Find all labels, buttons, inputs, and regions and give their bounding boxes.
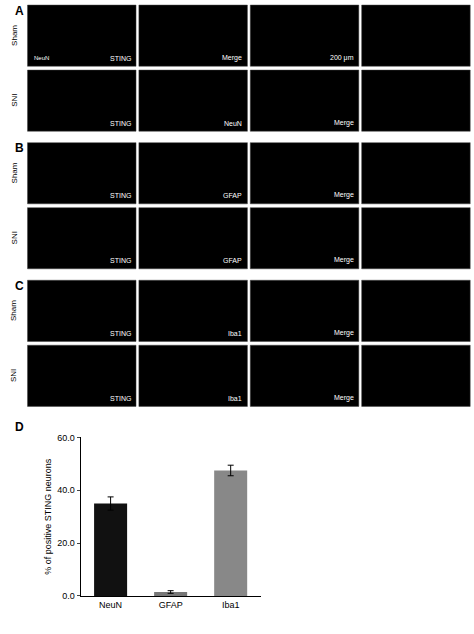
svg-text:STING: STING [110, 120, 131, 127]
svg-text:Merge: Merge [334, 256, 354, 264]
svg-text:GFAP: GFAP [223, 192, 242, 199]
svg-text:% of positive STING neurons: % of positive STING neurons [43, 458, 53, 575]
svg-text:STING: STING [110, 55, 131, 62]
svg-text:Iba1: Iba1 [222, 600, 240, 610]
svg-text:Sham: Sham [10, 162, 19, 183]
svg-text:B: B [15, 141, 24, 155]
svg-text:20.0: 20.0 [57, 538, 75, 548]
svg-text:NeuN: NeuN [34, 55, 49, 61]
svg-text:SNI: SNI [10, 231, 19, 244]
svg-text:GFAP: GFAP [159, 600, 183, 610]
svg-text:Sham: Sham [10, 25, 19, 46]
svg-text:C: C [15, 279, 24, 293]
svg-text:SNI: SNI [9, 369, 18, 382]
svg-text:Merge: Merge [334, 191, 354, 199]
svg-text:Merge: Merge [334, 119, 354, 127]
svg-text:NeuN: NeuN [224, 120, 242, 127]
svg-text:D: D [15, 420, 24, 434]
svg-text:STING: STING [110, 395, 131, 402]
svg-text:GFAP: GFAP [223, 257, 242, 264]
svg-text:STING: STING [110, 257, 131, 264]
svg-text:40.0: 40.0 [57, 485, 75, 495]
svg-text:Iba1: Iba1 [228, 395, 242, 402]
svg-text:Merge: Merge [334, 394, 354, 402]
svg-text:60.0: 60.0 [57, 433, 75, 443]
svg-text:Iba1: Iba1 [228, 330, 242, 337]
svg-text:Sham: Sham [9, 300, 18, 321]
svg-text:NeuN: NeuN [99, 600, 122, 610]
svg-text:Merge: Merge [334, 329, 354, 337]
svg-text:200 μm: 200 μm [330, 54, 354, 62]
svg-text:0.0: 0.0 [62, 591, 75, 601]
svg-text:Merge: Merge [222, 54, 242, 62]
svg-text:SNI: SNI [10, 94, 19, 107]
svg-text:STING: STING [110, 330, 131, 337]
svg-text:STING: STING [110, 192, 131, 199]
svg-text:A: A [15, 4, 24, 18]
